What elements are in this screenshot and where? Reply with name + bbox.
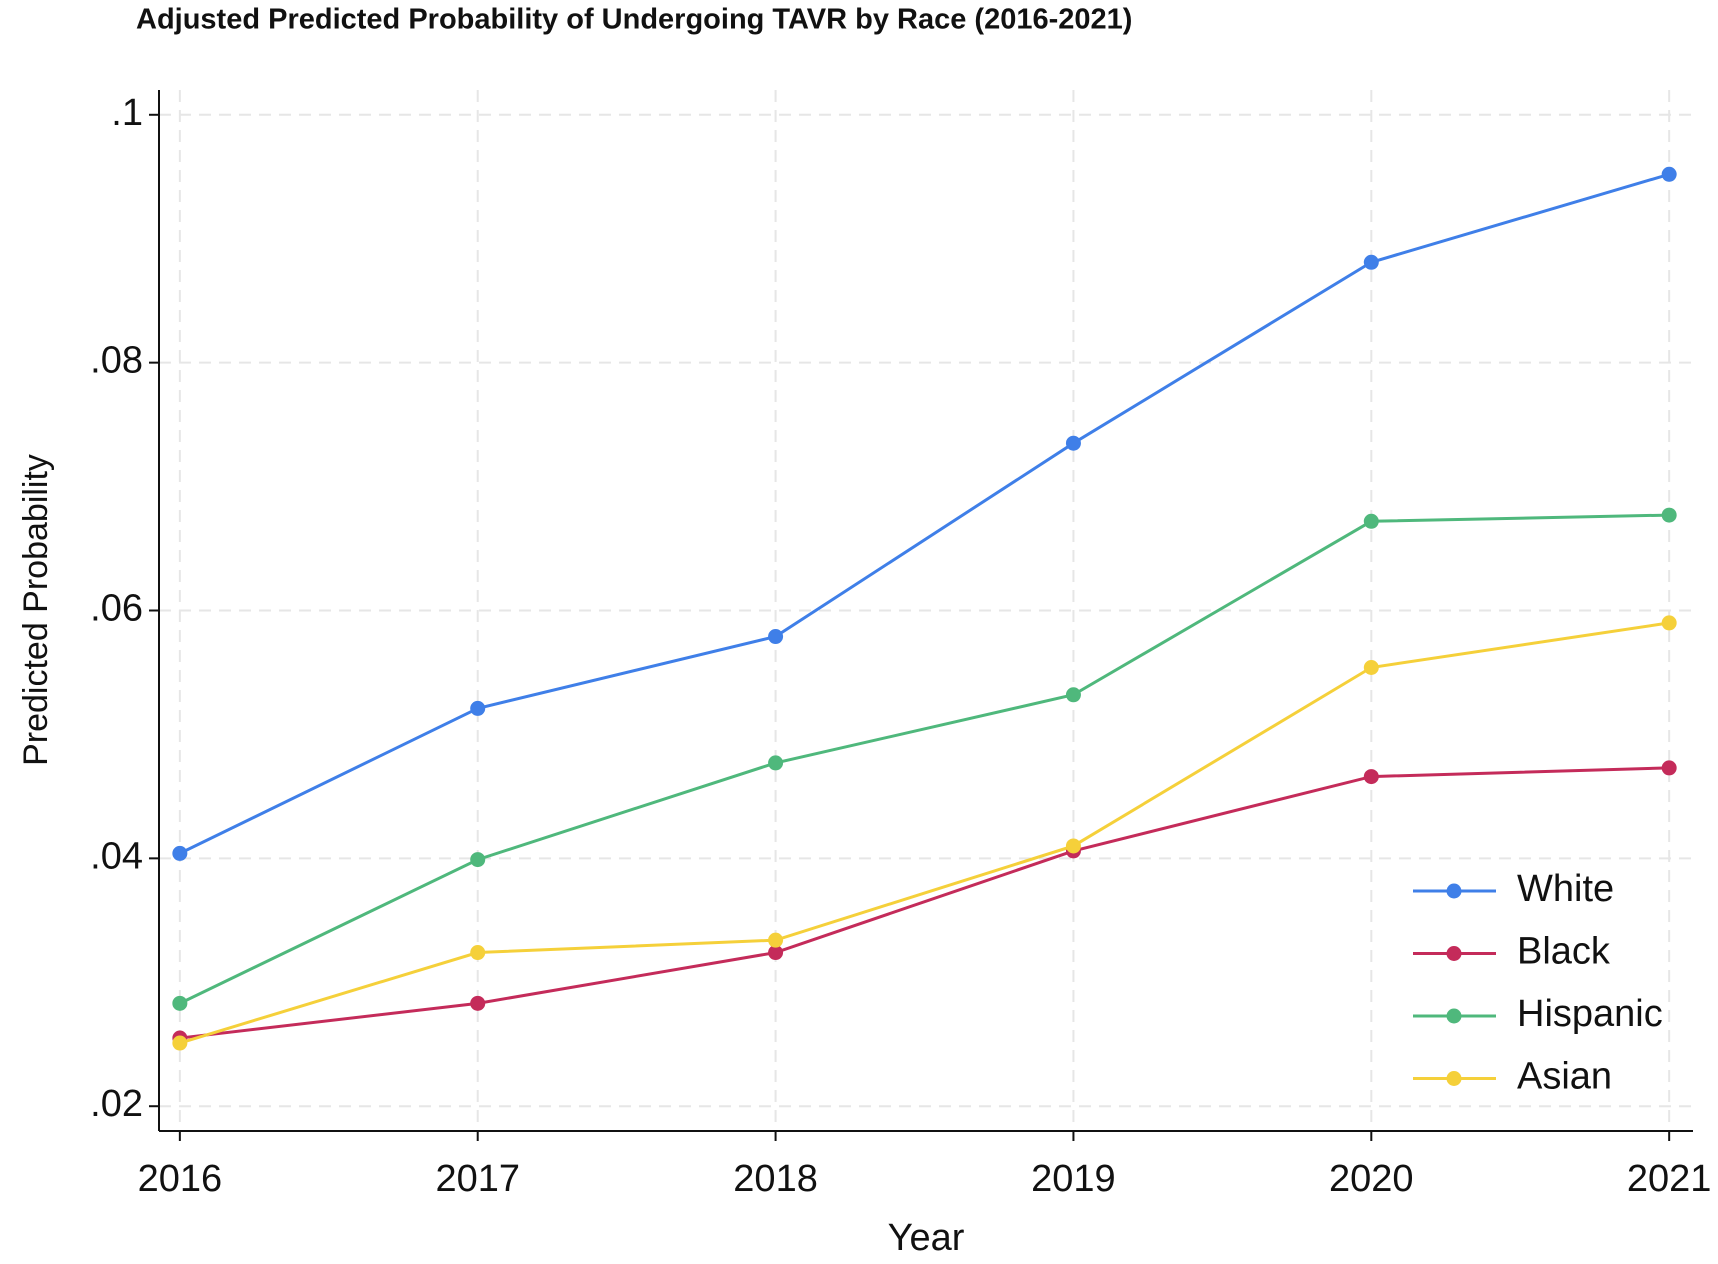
y-tick-label: .08 (90, 340, 143, 382)
data-point (1661, 507, 1677, 523)
legend-marker (1446, 1071, 1462, 1086)
data-point (470, 852, 486, 868)
data-point (470, 945, 486, 961)
data-point (172, 995, 188, 1011)
legend-label: Asian (1517, 1056, 1612, 1098)
series-line (179, 172, 1670, 855)
legend-label: White (1517, 868, 1614, 910)
data-point (470, 700, 486, 716)
data-point (768, 629, 784, 645)
data-point (470, 995, 486, 1011)
y-tick-label: .06 (90, 588, 143, 630)
data-point (1065, 435, 1081, 451)
data-point (1363, 660, 1379, 676)
data-point (1363, 513, 1379, 529)
x-tick-label: 2017 (435, 1158, 520, 1200)
legend-marker (1446, 883, 1462, 899)
data-point (1661, 615, 1677, 631)
data-point (768, 932, 784, 948)
legend-label: Black (1517, 931, 1611, 973)
x-tick-label: 2016 (138, 1158, 223, 1200)
data-point (172, 845, 188, 861)
x-axis-label: Year (888, 1217, 965, 1259)
series-line (179, 513, 1670, 1005)
data-point (1661, 760, 1677, 776)
data-point (768, 945, 784, 961)
legend-marker (1446, 1008, 1462, 1024)
legend-label: Hispanic (1517, 993, 1663, 1035)
chart-title: Adjusted Predicted Probability of Underg… (136, 4, 1132, 36)
x-tick-label: 2018 (733, 1158, 818, 1200)
y-tick-label: .04 (90, 835, 143, 877)
y-tick-label: .1 (111, 92, 143, 134)
data-point (768, 755, 784, 771)
x-tick-label: 2021 (1627, 1158, 1712, 1200)
data-point (1065, 838, 1081, 854)
data-point (1363, 254, 1379, 270)
data-point (1065, 687, 1081, 703)
x-tick-label: 2020 (1329, 1158, 1414, 1200)
legend-marker (1446, 946, 1462, 961)
series-line (179, 766, 1670, 1040)
y-tick-label: .02 (90, 1083, 143, 1125)
data-point (172, 1035, 188, 1051)
data-point (1661, 166, 1677, 182)
y-axis-label: Predicted Probability (17, 454, 55, 766)
x-tick-label: 2019 (1031, 1158, 1116, 1200)
data-point (1363, 769, 1379, 785)
series-line (179, 621, 1670, 1045)
